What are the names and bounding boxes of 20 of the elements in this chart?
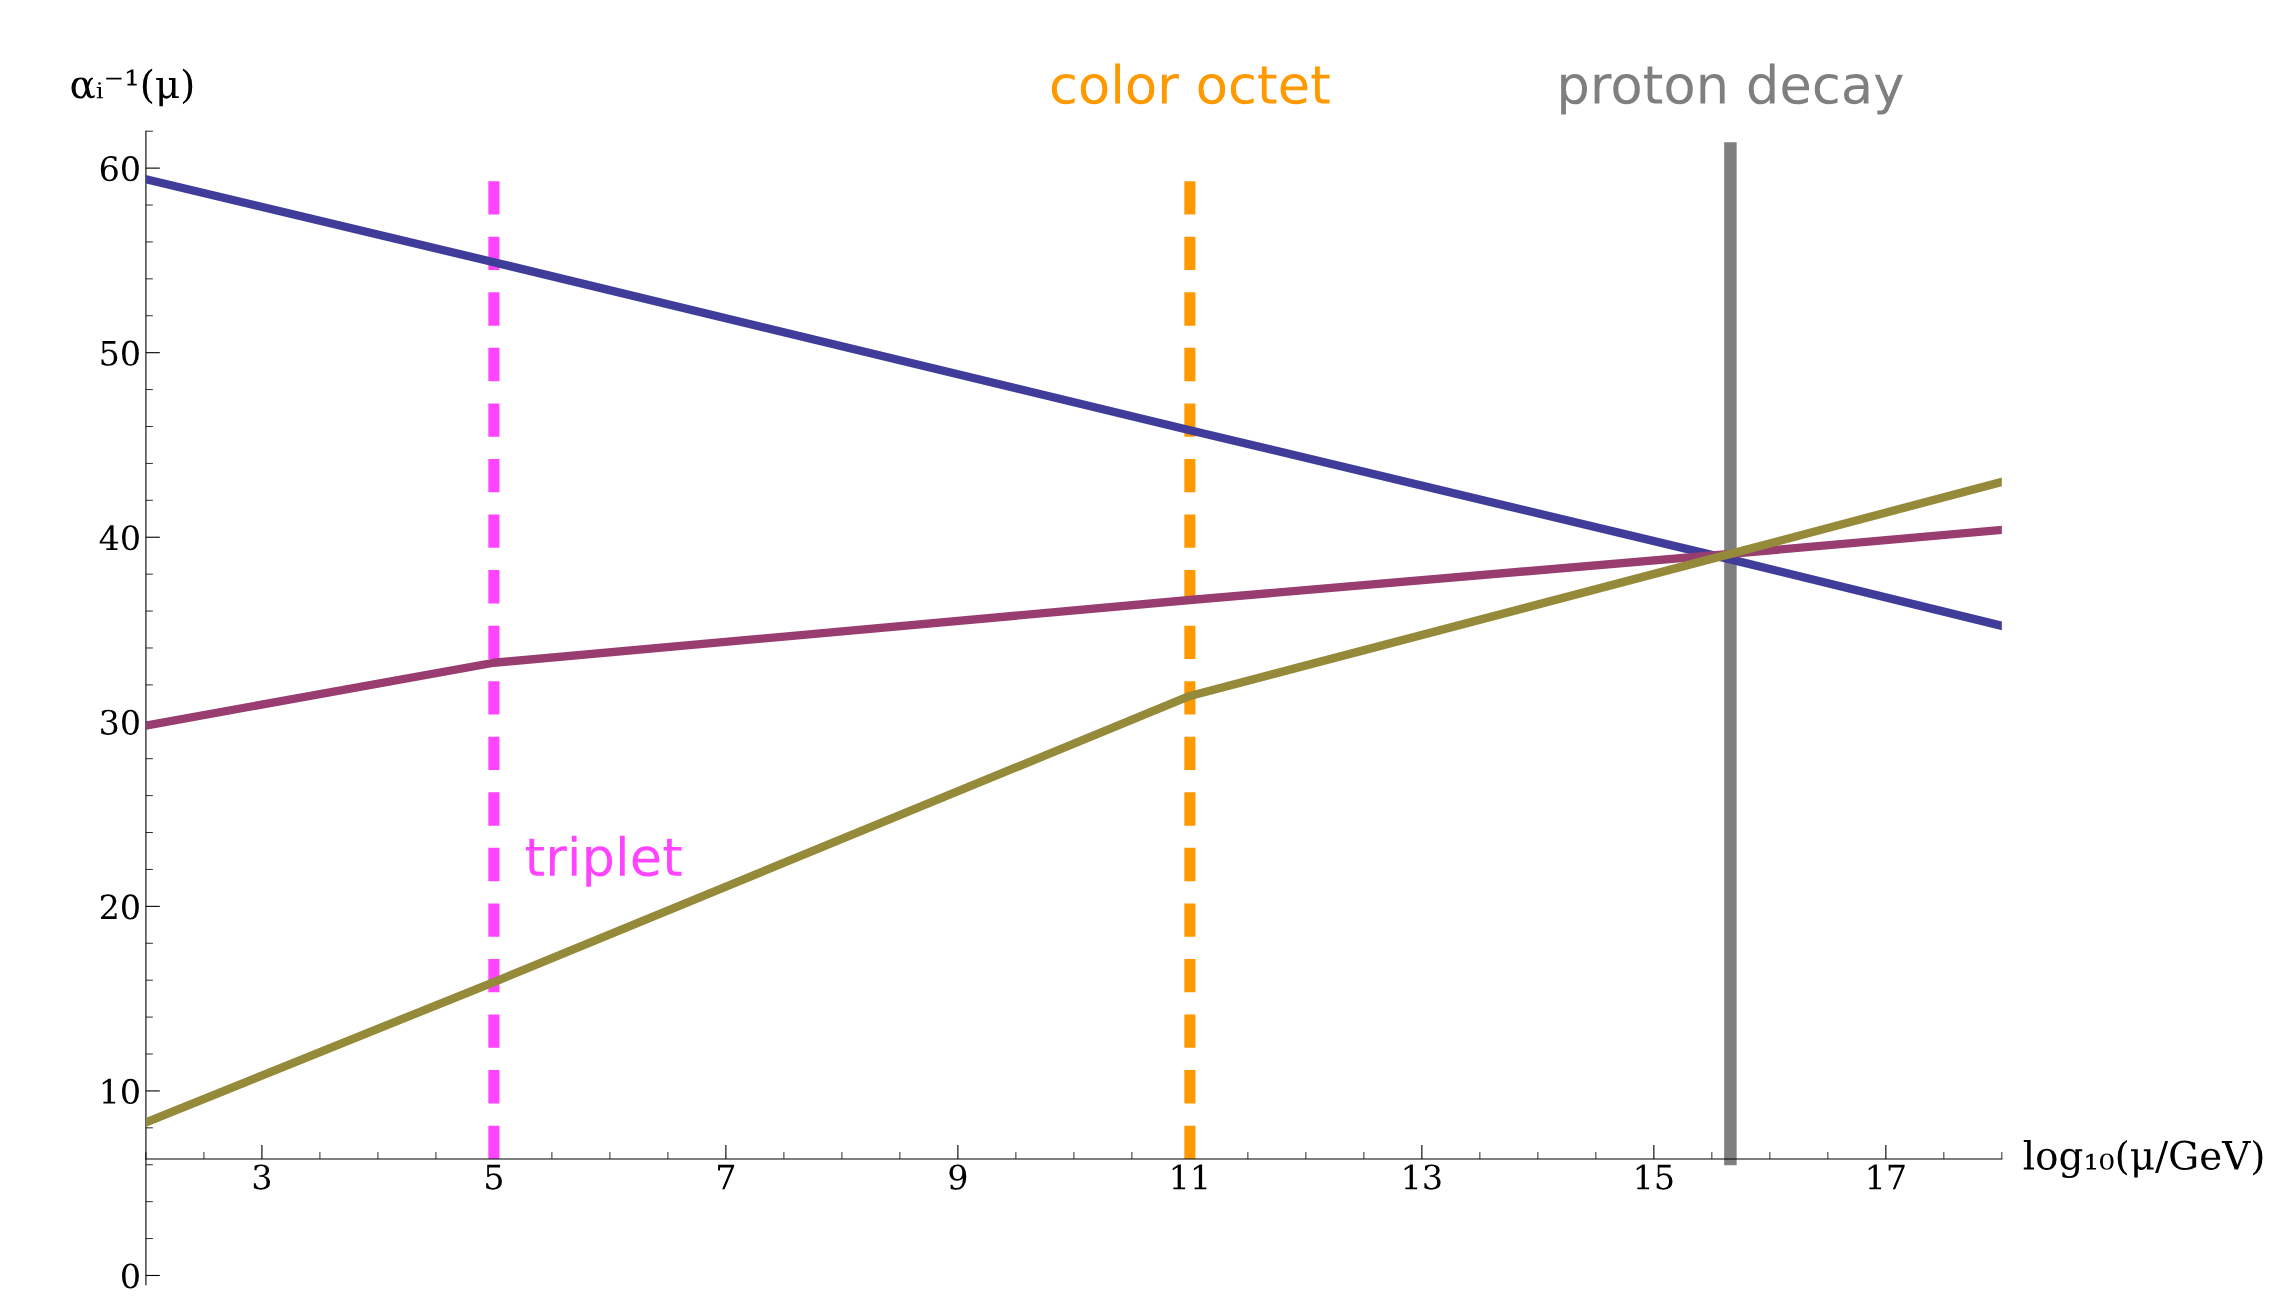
y-tick-label: 40 [99,525,139,551]
y-tick-label: 10 [102,1078,139,1105]
x-tick-label: 17 [1868,1164,1905,1190]
x-tick-label: 3 [253,1164,271,1190]
x-tick-label: 15 [1636,1164,1673,1190]
x-tick-label: 11 [1172,1164,1207,1190]
y-tick-label: 20 [100,894,139,920]
x-tick-label: 9 [949,1164,967,1190]
x-tick-label: 13 [1404,1164,1441,1190]
annotation: triplet [525,835,682,887]
y-tick-label: 0 [122,1263,139,1289]
ref-line-label: color octet [1051,63,1330,105]
y-axis-title: αᵢ⁻¹(μ) [71,68,193,107]
y-tick-label: 50 [101,340,139,366]
y-tick-label: 60 [100,156,139,182]
x-axis-title: log₁₀(μ/GeV) [2023,1139,2263,1179]
ref-line-label: proton decay [1561,63,1903,115]
x-tick-label: 7 [718,1164,735,1190]
x-tick-label: 5 [486,1164,502,1190]
y-tick-label: 30 [101,709,139,735]
